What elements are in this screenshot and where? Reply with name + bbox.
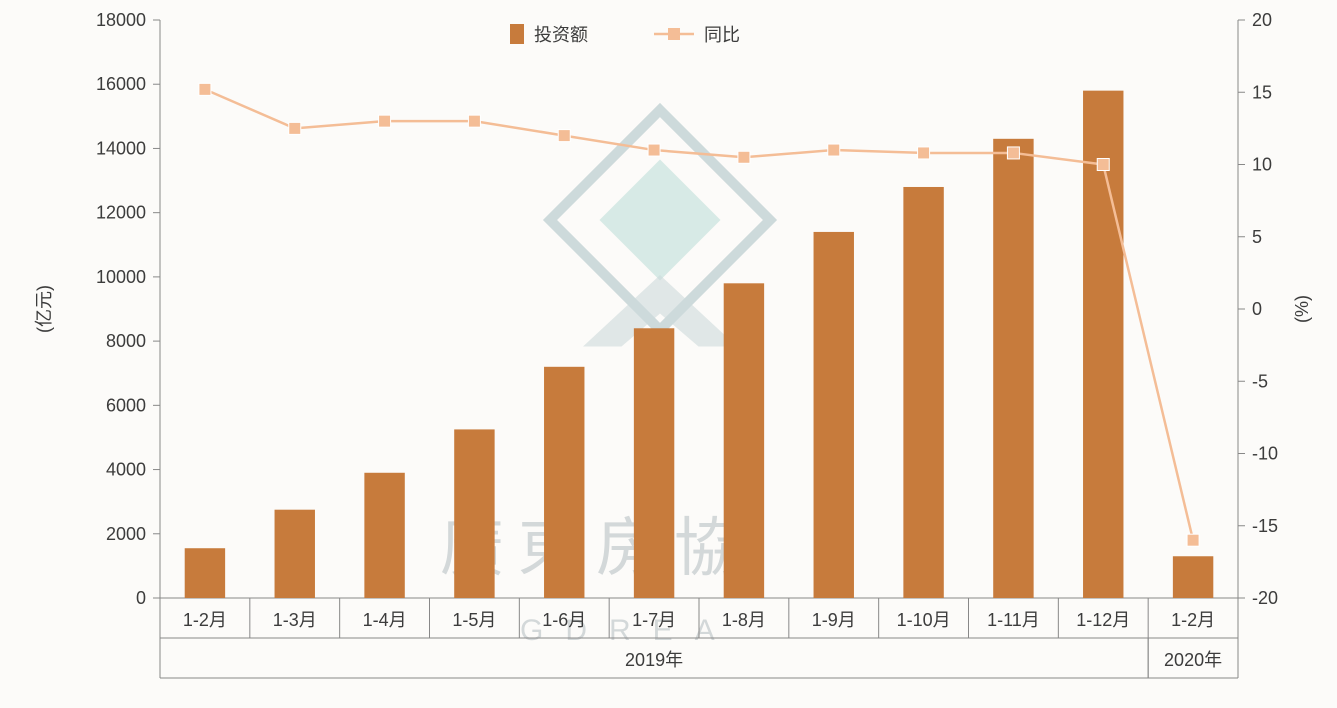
bar <box>454 429 494 598</box>
x-category-label: 1-8月 <box>722 610 766 630</box>
bar <box>634 328 674 598</box>
y-left-tick-label: 0 <box>136 588 146 608</box>
legend-swatch-bar <box>510 24 524 44</box>
x-category-label: 1-5月 <box>452 610 496 630</box>
bar <box>185 548 225 598</box>
x-category-label: 1-2月 <box>183 610 227 630</box>
x-category-label: 1-11月 <box>987 610 1040 630</box>
x-category-label: 1-9月 <box>812 610 856 630</box>
x-group-label: 2019年 <box>625 650 683 670</box>
y-right-tick-label: -10 <box>1252 444 1278 464</box>
x-category-label: 1-7月 <box>632 610 676 630</box>
bar <box>993 139 1033 598</box>
y-left-tick-label: 16000 <box>96 74 146 94</box>
bar <box>364 473 404 598</box>
combo-chart: 廣東房協GDREA0200040006000800010000120001400… <box>0 0 1337 708</box>
line-marker <box>1007 147 1019 159</box>
y-right-tick-label: -15 <box>1252 516 1278 536</box>
y-right-tick-label: 10 <box>1252 155 1272 175</box>
y-right-tick-label: -5 <box>1252 371 1268 391</box>
y-left-tick-label: 10000 <box>96 267 146 287</box>
bar <box>814 232 854 598</box>
x-category-label: 1-4月 <box>363 610 407 630</box>
bar <box>1173 556 1213 598</box>
bar <box>544 367 584 598</box>
y-left-tick-label: 8000 <box>106 331 146 351</box>
line-marker <box>738 151 750 163</box>
legend-label: 同比 <box>704 25 740 45</box>
line-marker <box>468 115 480 127</box>
line-marker <box>199 83 211 95</box>
chart-svg: 廣東房協GDREA0200040006000800010000120001400… <box>0 0 1337 708</box>
bar <box>275 510 315 598</box>
y-right-tick-label: -20 <box>1252 588 1278 608</box>
legend-label: 投资额 <box>534 25 588 45</box>
y-right-tick-label: 20 <box>1252 10 1272 30</box>
legend-swatch-marker <box>668 28 680 40</box>
y-right-tick-label: 15 <box>1252 82 1272 102</box>
line-marker <box>1097 159 1109 171</box>
y-left-tick-label: 2000 <box>106 524 146 544</box>
x-category-label: 1-12月 <box>1076 610 1130 630</box>
line-marker <box>1187 534 1199 546</box>
y-left-tick-label: 12000 <box>96 203 146 223</box>
line-marker <box>379 115 391 127</box>
line-marker <box>558 130 570 142</box>
line-marker <box>828 144 840 156</box>
y-right-tick-label: 5 <box>1252 227 1262 247</box>
line-marker <box>918 147 930 159</box>
x-category-label: 1-10月 <box>897 610 951 630</box>
line-marker <box>289 122 301 134</box>
bar <box>724 283 764 598</box>
y-left-title: (亿元) <box>34 285 54 333</box>
line-marker <box>648 144 660 156</box>
bar <box>903 187 943 598</box>
y-left-tick-label: 6000 <box>106 395 146 415</box>
y-left-tick-label: 18000 <box>96 10 146 30</box>
x-category-label: 1-2月 <box>1171 610 1215 630</box>
y-left-tick-label: 14000 <box>96 138 146 158</box>
y-right-title: (%) <box>1292 295 1312 323</box>
x-group-label: 2020年 <box>1164 650 1222 670</box>
y-left-tick-label: 4000 <box>106 460 146 480</box>
y-right-tick-label: 0 <box>1252 299 1262 319</box>
x-category-label: 1-3月 <box>273 610 317 630</box>
x-category-label: 1-6月 <box>542 610 586 630</box>
